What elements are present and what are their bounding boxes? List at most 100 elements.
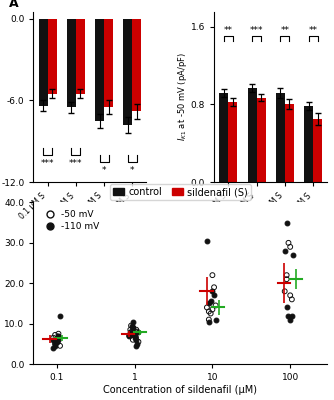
Point — [128, 322, 134, 329]
Point — [288, 292, 293, 298]
Bar — [247, 88, 257, 182]
Point — [286, 240, 291, 246]
Bar — [285, 104, 294, 182]
Point — [52, 341, 58, 347]
Point — [54, 338, 59, 345]
Bar — [76, 19, 85, 94]
Point — [291, 252, 296, 258]
Bar — [313, 119, 322, 182]
Point — [50, 345, 56, 351]
Point — [204, 238, 210, 244]
Point — [286, 312, 291, 319]
Point — [57, 312, 63, 319]
Text: ***: *** — [41, 159, 54, 168]
Bar — [67, 19, 76, 107]
Point — [284, 304, 289, 311]
Point — [204, 304, 210, 311]
Bar — [123, 19, 132, 125]
Point — [127, 332, 132, 339]
Point — [210, 306, 215, 313]
Bar — [95, 19, 104, 121]
Bar — [219, 93, 228, 182]
Point — [134, 343, 139, 349]
Point — [130, 336, 136, 343]
Text: *: * — [130, 166, 135, 175]
Point — [133, 334, 139, 341]
Point — [211, 284, 217, 290]
Point — [288, 316, 293, 323]
Point — [128, 328, 133, 335]
Bar — [304, 106, 313, 182]
Point — [131, 318, 136, 325]
Point — [206, 316, 211, 323]
Point — [282, 288, 287, 294]
Point — [208, 310, 213, 317]
Point — [56, 336, 61, 343]
Point — [135, 328, 140, 335]
Point — [52, 332, 58, 338]
Point — [213, 302, 218, 309]
Point — [133, 336, 139, 343]
Point — [131, 324, 136, 331]
Point — [136, 338, 141, 345]
Point — [211, 292, 217, 298]
Point — [208, 298, 213, 305]
Point — [288, 244, 293, 250]
Point — [134, 326, 139, 333]
Text: ***: *** — [250, 26, 264, 35]
Point — [128, 326, 133, 333]
Point — [127, 332, 132, 339]
Point — [57, 343, 63, 349]
Point — [136, 328, 141, 335]
Text: ***: *** — [69, 159, 82, 168]
Point — [56, 333, 61, 340]
Point — [128, 330, 134, 337]
Point — [132, 334, 137, 341]
Point — [54, 336, 59, 343]
Point — [213, 316, 218, 323]
Point — [289, 312, 295, 319]
Text: **: ** — [309, 26, 318, 35]
Bar — [132, 19, 141, 111]
Point — [284, 220, 289, 226]
Point — [289, 296, 295, 302]
Legend: control, sildenafil (S): control, sildenafil (S) — [110, 184, 251, 200]
Text: **: ** — [224, 26, 233, 35]
Point — [135, 341, 140, 347]
Point — [284, 272, 289, 278]
Point — [54, 338, 59, 345]
Bar — [104, 19, 113, 107]
X-axis label: Concentration of sildenafil (μM): Concentration of sildenafil (μM) — [103, 385, 258, 395]
Text: **: ** — [281, 26, 290, 35]
Point — [56, 330, 61, 337]
Point — [129, 322, 135, 329]
Bar — [257, 98, 266, 182]
Point — [52, 343, 58, 349]
Point — [50, 336, 56, 343]
Point — [210, 288, 215, 294]
Point — [56, 332, 61, 339]
Y-axis label: $I_{K1}$ at -50 mV (pA/pF): $I_{K1}$ at -50 mV (pA/pF) — [176, 53, 189, 141]
Point — [210, 272, 215, 278]
Point — [130, 324, 136, 331]
Point — [132, 330, 137, 337]
Point — [54, 334, 59, 341]
Point — [206, 300, 211, 307]
Point — [50, 334, 56, 341]
Point — [132, 332, 137, 339]
Bar — [38, 19, 47, 106]
Point — [206, 318, 211, 325]
Bar — [47, 19, 56, 94]
Bar — [276, 93, 285, 182]
Point — [52, 341, 58, 347]
Y-axis label: Inhibition of $I_{K1}$ (%): Inhibition of $I_{K1}$ (%) — [0, 240, 3, 327]
Point — [129, 328, 135, 335]
Point — [206, 308, 211, 315]
Text: A: A — [9, 0, 18, 10]
Point — [132, 332, 137, 339]
Bar — [228, 102, 237, 182]
Legend: -50 mV, -110 mV: -50 mV, -110 mV — [38, 207, 102, 234]
Text: *: * — [102, 166, 106, 175]
Point — [282, 248, 287, 254]
Point — [284, 276, 289, 282]
